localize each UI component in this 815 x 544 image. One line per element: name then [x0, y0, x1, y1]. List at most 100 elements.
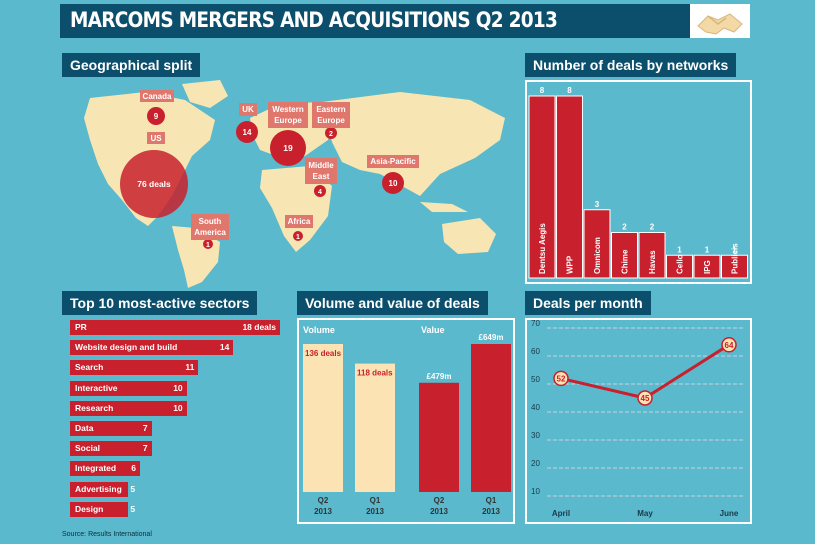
africa-value: 1 [296, 234, 300, 241]
volume-chart: Volume Value 136 deals Q2 2013 118 deals Q1 201… [303, 325, 511, 516]
sector-label: Integrated [75, 463, 117, 474]
south-america-value: 1 [206, 242, 210, 249]
sector-value: 6 [131, 463, 136, 474]
us-label: US [150, 134, 162, 143]
network-bar [693, 254, 721, 279]
sector-value: 14 [219, 342, 230, 353]
network-value-label: 2 [650, 223, 655, 232]
deals-point [637, 390, 653, 406]
year-label: 2013 [430, 507, 448, 516]
networks-section-title: Number of deals by networks [525, 53, 737, 77]
volume-group-label: Volume [303, 325, 335, 335]
network-value-label: 8 [540, 86, 545, 95]
volume-bar [303, 344, 343, 492]
indonesia-landmass [420, 202, 468, 212]
year-label: 2013 [314, 507, 332, 516]
us-value: 76 deals [137, 179, 171, 189]
sector-bar: PR 18 deals [70, 320, 280, 335]
sector-value: 7 [142, 443, 148, 454]
volume-bar [355, 363, 395, 492]
western-europe-label: Western Europe [272, 105, 304, 125]
sector-value: 11 [185, 362, 195, 373]
canada-value: 9 [154, 112, 159, 121]
sector-bar: Design 5 [70, 501, 135, 517]
sector-label: Interactive [75, 382, 118, 393]
sectors-section-title: Top 10 most-active sectors [62, 291, 258, 315]
network-category-label: Publicis [731, 243, 740, 274]
network-category-label: Havas [648, 250, 657, 274]
deals-point [553, 370, 569, 387]
network-category-label: IPG [703, 260, 712, 274]
month-label: April [552, 509, 570, 518]
quarter-label: Q2 [434, 496, 445, 505]
eastern-europe-value: 2 [329, 131, 333, 138]
asia-landmass [322, 92, 505, 196]
sector-bar: Integrated 6 [70, 461, 140, 477]
south-america-label: South America [194, 217, 226, 237]
world-map: Canada 9 US 76 deals UK 14 Western Europe… [84, 80, 505, 288]
volume-section-title: Volume and value of deals [297, 291, 488, 315]
western-europe-bubble [270, 130, 306, 166]
asia-pacific-bubble [382, 172, 404, 194]
sector-bar: Website design and build 14 [70, 340, 234, 356]
network-category-label: Dentsu Aegis [538, 223, 547, 274]
asia-pacific-label: Asia-Pacific [370, 157, 416, 166]
page-title: MARCOMS MERGERS AND ACQUISITIONS Q2 2013 [70, 8, 558, 32]
sector-label: Advertising [75, 483, 122, 494]
canada-bubble [147, 107, 165, 125]
network-bar [721, 254, 748, 279]
month-label: May [637, 509, 653, 518]
uk-bubble [236, 121, 258, 143]
western-europe-value: 19 [283, 143, 293, 153]
deals-line [560, 343, 730, 400]
sector-label: Data [75, 423, 94, 433]
monthly-section-title: Deals per month [525, 291, 651, 315]
asia-pacific-value: 10 [389, 179, 398, 188]
sector-bar: Search 11 [70, 360, 199, 376]
monthly-chart: 10 20 30 40 50 60 70 52 April 45 May 64 June [531, 320, 744, 518]
year-label: 2013 [366, 507, 384, 516]
sector-bar: Social 7 [70, 441, 152, 457]
year-label: 2013 [482, 507, 500, 516]
network-category-label: Chime [621, 249, 630, 274]
network-value-label: 8 [567, 86, 572, 95]
deal-value-label: 136 deals [305, 349, 342, 358]
network-bar [528, 95, 556, 279]
handshake-icon [690, 4, 750, 38]
deals-point-label: 45 [641, 394, 650, 403]
value-bar [471, 344, 511, 492]
network-bar [583, 209, 611, 279]
deals-point [721, 337, 737, 353]
network-value-label: 1 [732, 245, 737, 254]
network-bar [611, 232, 638, 279]
network-bar [666, 254, 693, 279]
africa-bubble [293, 231, 303, 241]
geo-section-title: Geographical split [62, 53, 201, 77]
source-note: Source: Results International [62, 531, 152, 538]
uk-value: 14 [243, 128, 252, 137]
quarter-label: Q1 [486, 496, 497, 505]
middle-east-bubble [314, 185, 326, 197]
value-bar [419, 382, 459, 492]
y-tick-label: 10 [531, 487, 540, 496]
sector-bar: Advertising 5 [70, 481, 135, 497]
network-bar [556, 95, 583, 279]
sector-label: PR [75, 322, 87, 332]
network-category-label: Omnicom [593, 237, 602, 274]
uk-label: UK [242, 105, 254, 114]
sector-value: 10 [173, 402, 183, 413]
y-tick-label: 40 [531, 403, 540, 412]
sector-value: 10 [173, 382, 183, 393]
deals-point-label: 52 [557, 374, 566, 383]
sector-label: Website design and build [75, 342, 178, 353]
africa-landmass [260, 166, 332, 252]
sector-label: Design [75, 503, 104, 514]
sector-bar: Interactive 10 [70, 380, 187, 396]
sector-bar: Research 10 [70, 400, 187, 416]
y-tick-label: 20 [531, 459, 540, 468]
eastern-europe-label: Eastern Europe [316, 105, 345, 125]
africa-label: Africa [288, 217, 311, 226]
greenland-landmass [182, 80, 228, 108]
middle-east-value: 4 [318, 189, 322, 196]
